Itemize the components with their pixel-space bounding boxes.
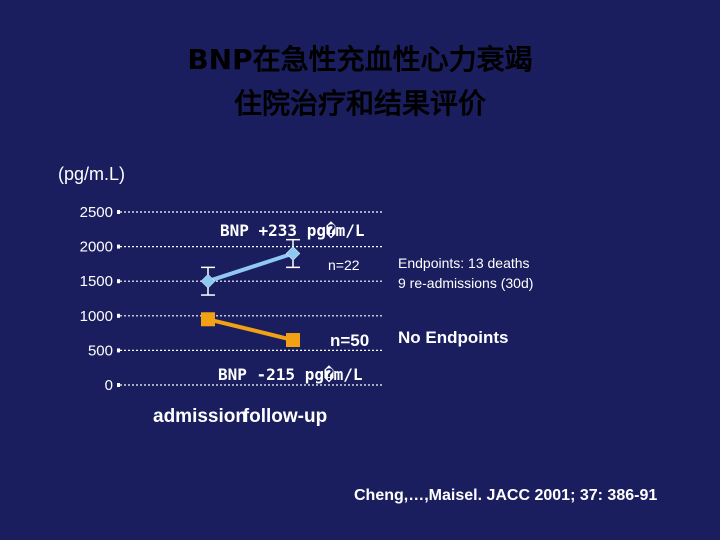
x-category-label: follow-up <box>243 406 327 427</box>
y-tick-label: 1500 <box>80 273 113 290</box>
series-n-label: n=50 <box>330 331 369 350</box>
x-category-label: admission <box>153 406 247 427</box>
title-line-1: BNP在急性充血性心力衰竭 <box>187 43 533 76</box>
title-line-2: 住院治疗和结果评价 <box>233 87 486 120</box>
data-point-diamond <box>285 246 301 261</box>
series-n-label: n=22 <box>328 257 360 273</box>
data-point-square <box>286 333 300 348</box>
y-tick-mark <box>117 313 120 318</box>
y-tick-label: 2500 <box>80 204 113 221</box>
y-tick-label: 2000 <box>80 239 113 256</box>
y-tick-mark <box>117 244 120 249</box>
y-tick-mark <box>117 383 120 387</box>
series-line <box>207 317 294 342</box>
y-axis-label: (pg/m.L) <box>58 164 126 184</box>
y-tick-mark <box>117 279 120 284</box>
y-tick-mark <box>117 348 120 353</box>
y-tick-mark <box>117 210 120 214</box>
citation: Cheng,…,Maisel. JACC 2001; 37: 386-91 <box>354 487 658 504</box>
series-delta-label: BNP -215 pg�m/L <box>218 365 363 384</box>
data-point-diamond <box>200 273 216 289</box>
slide-title: BNP在急性充血性心力衰竭 住院治疗和结果评价 <box>0 38 720 126</box>
series-delta-label: BNP +233 pg�m/L <box>220 221 365 240</box>
series-line <box>207 251 294 284</box>
y-tick-label: 0 <box>105 377 113 394</box>
y-tick-label: 500 <box>88 342 113 359</box>
series-outcome-label: Endpoints: 13 deaths <box>398 255 530 271</box>
data-point-square <box>201 312 215 327</box>
y-tick-label: 1000 <box>80 308 113 325</box>
series-outcome-label: 9 re-admissions (30d) <box>398 275 533 291</box>
series-outcome-label: No Endpoints <box>398 328 508 347</box>
